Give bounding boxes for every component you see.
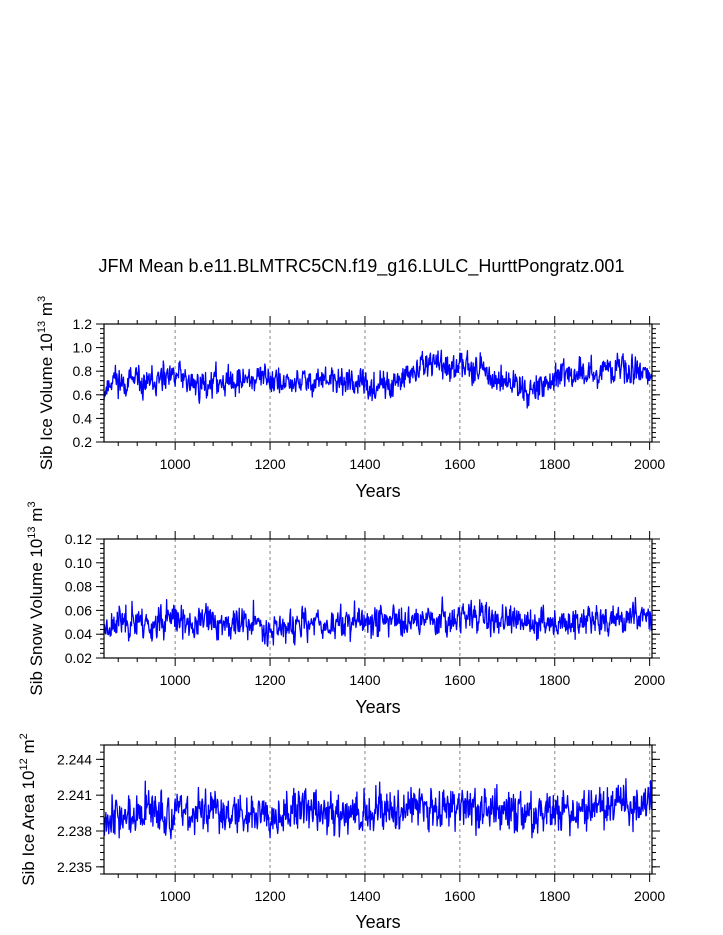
x-tick-label: 1800: [539, 456, 570, 472]
plot-frame: [103, 538, 653, 659]
y-tick-label: 0.12: [65, 531, 92, 547]
y-tick-label: 0.2: [73, 434, 93, 450]
sib-ice-area-series-line: [103, 778, 653, 840]
x-tick-label: 2000: [634, 888, 665, 904]
y-tick-label: 0.04: [65, 626, 92, 642]
x-tick-label: 1200: [254, 888, 285, 904]
y-axis-label: Sib Snow Volume 1013 m3: [26, 501, 46, 695]
x-tick-label: 1400: [349, 456, 380, 472]
figure-title: JFM Mean b.e11.BLMTRC5CN.f19_g16.LULC_Hu…: [98, 256, 625, 276]
y-tick-label: 0.6: [73, 387, 93, 403]
x-axis-label: Years: [355, 481, 400, 501]
x-tick-label: 2000: [634, 672, 665, 688]
y-axis-label: Sib Ice Area 1012 m2: [18, 733, 38, 886]
y-tick-label: 0.06: [65, 602, 92, 618]
x-axis-label: Years: [355, 697, 400, 717]
x-tick-label: 1400: [349, 888, 380, 904]
y-tick-label: 2.244: [57, 751, 92, 767]
x-tick-label: 2000: [634, 456, 665, 472]
y-tick-label: 1.0: [73, 340, 93, 356]
x-tick-label: 1600: [444, 672, 475, 688]
y-tick-label: 2.238: [57, 823, 92, 839]
x-tick-label: 1600: [444, 456, 475, 472]
sib-ice-area-panel: 1000 1200 1400 1600 1800 2000 2.235 2.238 2.241 2…: [18, 733, 665, 932]
sib-ice-volume-series-line: [103, 349, 653, 409]
x-tick-label: 1000: [160, 672, 191, 688]
x-tick-label: 1200: [254, 456, 285, 472]
x-tick-label: 1800: [539, 672, 570, 688]
y-tick-label: 2.241: [57, 787, 92, 803]
y-tick-label: 1.2: [73, 316, 93, 332]
sib-snow-volume-series-line: [103, 596, 653, 647]
x-tick-label: 1600: [444, 888, 475, 904]
sib-ice-volume-panel: 1000 1200 1400 1600 1800 2000 0.2 0.4 0.6 0.8 1.0 1…: [36, 296, 665, 501]
y-tick-label: 0.02: [65, 650, 92, 666]
x-tick-label: 1000: [160, 888, 191, 904]
y-tick-label: 2.235: [57, 859, 92, 875]
y-tick-label: 0.4: [73, 410, 93, 426]
x-tick-label: 1800: [539, 888, 570, 904]
y-tick-label: 0.10: [65, 555, 92, 571]
y-tick-label: 0.08: [65, 579, 92, 595]
x-axis-label: Years: [355, 912, 400, 932]
x-tick-label: 1400: [349, 672, 380, 688]
y-axis-label: Sib Ice Volume 1013 m3: [36, 296, 56, 470]
plot-frame: [103, 323, 653, 443]
y-tick-label: 0.8: [73, 363, 93, 379]
x-tick-label: 1000: [160, 456, 191, 472]
sib-snow-volume-panel: 1000 1200 1400 1600 1800 2000 0.02 0.04 0.06 0.08…: [26, 501, 665, 717]
x-tick-label: 1200: [254, 672, 285, 688]
